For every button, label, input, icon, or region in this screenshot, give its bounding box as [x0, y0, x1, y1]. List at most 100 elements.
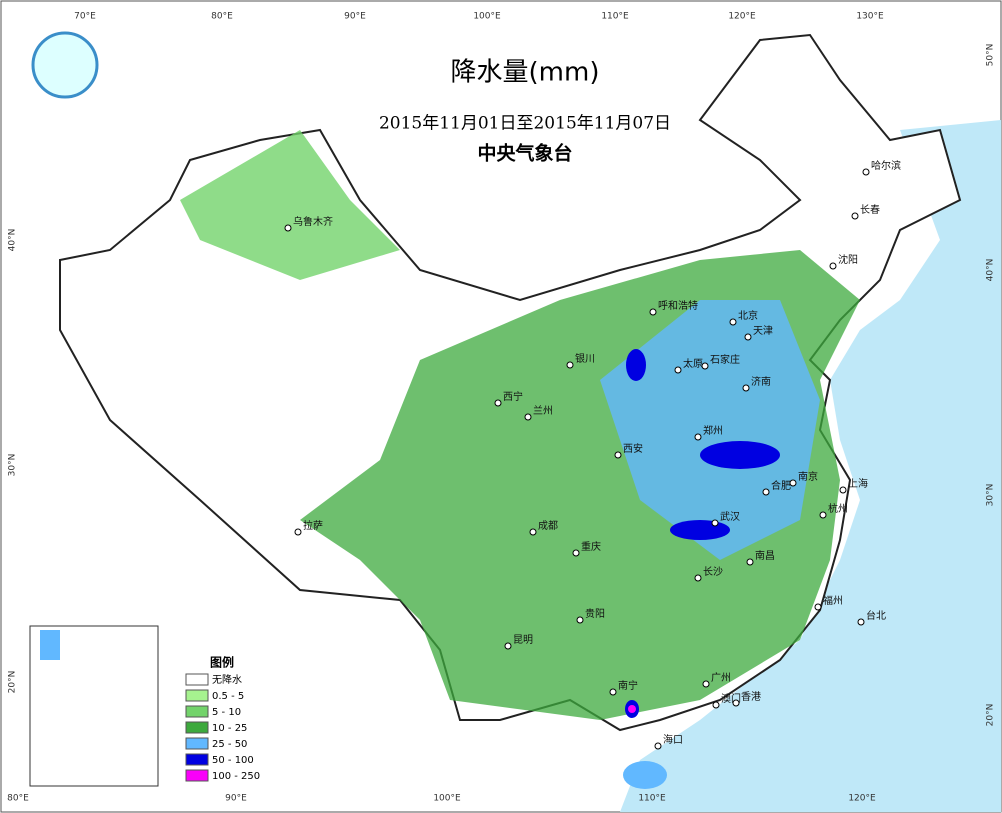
city-label: 沈阳: [838, 253, 858, 266]
city-marker: [566, 361, 574, 369]
longitude-label: 80°E: [211, 12, 233, 22]
city-label: 合肥: [771, 479, 791, 492]
city-label: 上海: [848, 477, 868, 490]
city-label: 南宁: [618, 679, 638, 692]
city-label: 呼和浩特: [658, 300, 698, 312]
city-marker: [746, 558, 754, 566]
city-marker: [851, 212, 859, 220]
city-marker: [839, 486, 847, 494]
longitude-label: 80°E: [7, 794, 29, 804]
city-marker: [694, 433, 702, 441]
city-label: 重庆: [581, 540, 601, 553]
rain-area: [670, 520, 730, 540]
inset-rain: [40, 630, 60, 660]
city-marker: [819, 511, 827, 519]
city-label: 北京: [738, 309, 758, 322]
logo: [31, 31, 99, 99]
rain-area: [180, 130, 400, 280]
map-title: 降水量(mm): [451, 58, 600, 88]
city-marker: [674, 366, 682, 374]
city-label: 广州: [711, 672, 731, 684]
rain-area: [700, 441, 780, 469]
city-marker: [701, 362, 709, 370]
agency: 中央气象台: [477, 142, 572, 165]
legend-label: 5 - 10: [212, 707, 241, 718]
city-label: 哈尔滨: [871, 159, 901, 172]
legend-label: 无降水: [212, 673, 242, 686]
rain-area: [626, 349, 646, 381]
legend-label: 10 - 25: [212, 723, 247, 734]
city-label: 福州: [823, 594, 843, 607]
legend-swatch: [185, 721, 209, 734]
city-marker: [609, 688, 617, 696]
legend-label: 100 - 250: [212, 771, 260, 782]
city-marker: [729, 318, 737, 326]
city-label: 石家庄: [710, 353, 740, 366]
city-label: 成都: [538, 520, 558, 532]
city-label: 昆明: [513, 634, 533, 646]
city-label: 天津: [753, 325, 773, 337]
city-marker: [814, 603, 822, 611]
city-marker: [789, 479, 797, 487]
legend-title: 图例: [210, 655, 234, 670]
city-marker: [654, 742, 662, 750]
city-label: 长春: [860, 204, 880, 216]
city-marker: [649, 308, 657, 316]
city-marker: [529, 528, 537, 536]
legend-swatch: [185, 769, 209, 782]
city-marker: [494, 399, 502, 407]
city-label: 南昌: [755, 549, 775, 562]
city-label: 武汉: [720, 510, 740, 523]
city-label: 银川: [575, 352, 595, 365]
city-marker: [694, 574, 702, 582]
city-marker: [572, 549, 580, 557]
city-label: 兰州: [533, 404, 553, 417]
city-marker: [294, 528, 302, 536]
date-range: 2015年11月01日至2015年11月07日: [379, 114, 671, 134]
city-marker: [744, 333, 752, 341]
city-label: 杭州: [828, 502, 848, 515]
legend-swatch: [185, 705, 209, 718]
legend-label: 0.5 - 5: [212, 691, 244, 702]
latitude-label: 50°N: [986, 44, 996, 67]
city-marker: [711, 519, 719, 527]
city-marker: [829, 262, 837, 270]
city-marker: [524, 413, 532, 421]
longitude-label: 120°E: [728, 12, 756, 22]
legend-label: 25 - 50: [212, 739, 247, 750]
city-label: 长沙: [703, 566, 723, 578]
city-marker: [504, 642, 512, 650]
city-label: 拉萨: [303, 519, 323, 532]
latitude-label: 40°N: [8, 229, 18, 252]
city-label: 香港: [741, 691, 761, 703]
city-label: 乌鲁木齐: [293, 215, 333, 228]
longitude-label: 90°E: [344, 12, 366, 22]
city-marker: [576, 616, 584, 624]
city-label: 太原: [683, 357, 703, 370]
city-label: 西安: [623, 442, 643, 455]
city-marker: [614, 451, 622, 459]
city-label: 西宁: [503, 390, 523, 403]
legend-swatch: [185, 753, 209, 766]
legend-label: 50 - 100: [212, 755, 254, 766]
longitude-label: 120°E: [848, 794, 876, 804]
city-marker: [862, 168, 870, 176]
city-label: 海口: [663, 733, 683, 746]
city-label: 南京: [798, 470, 818, 483]
city-marker: [712, 701, 720, 709]
city-label: 贵阳: [585, 607, 605, 620]
longitude-label: 100°E: [473, 12, 501, 22]
latitude-label: 30°N: [986, 484, 996, 507]
city-marker: [732, 699, 740, 707]
longitude-label: 130°E: [856, 12, 884, 22]
legend-swatch: [185, 737, 209, 750]
rain-area: [623, 761, 667, 789]
dynamic-layer: 70°E 80°E 90°E 100°E 110°E 120°E 130°E 80°E 90°E…: [7, 12, 995, 804]
latitude-label: 40°N: [986, 259, 996, 282]
legend-swatch: [185, 689, 209, 702]
latitude-label: 30°N: [8, 454, 18, 477]
city-label: 济南: [751, 375, 771, 388]
city-label: 郑州: [703, 424, 723, 437]
city-label: 台北: [866, 609, 886, 622]
